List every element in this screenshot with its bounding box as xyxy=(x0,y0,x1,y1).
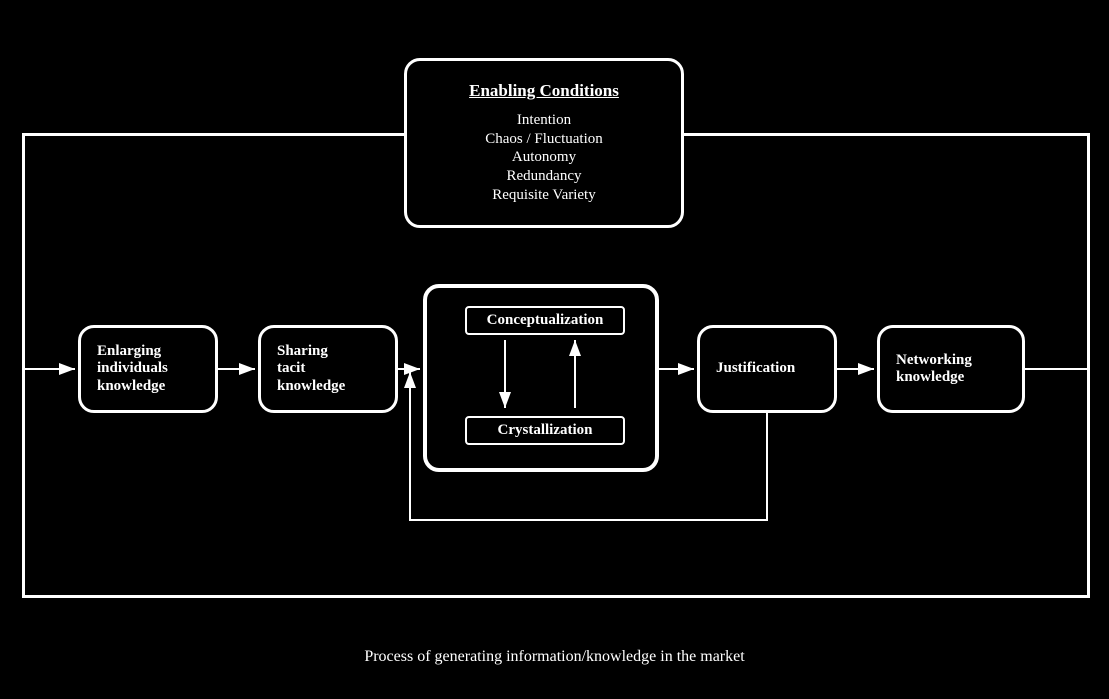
node-line: knowledge xyxy=(97,378,165,395)
node-center-group: Conceptualization Crystallization xyxy=(423,284,659,472)
node-sharing: Sharing tacit knowledge xyxy=(258,325,398,413)
enabling-conditions-box: Enabling Conditions Intention Chaos / Fl… xyxy=(404,58,684,228)
node-justification: Justification xyxy=(697,325,837,413)
diagram-caption: Process of generating information/knowle… xyxy=(0,648,1109,666)
enabling-item: Intention xyxy=(517,111,571,130)
node-crystallization: Crystallization xyxy=(465,416,625,445)
node-line: individuals xyxy=(97,360,168,377)
node-line: Enlarging xyxy=(97,343,161,360)
enabling-item: Redundancy xyxy=(507,167,582,186)
enabling-title: Enabling Conditions xyxy=(469,81,619,101)
node-line: Networking xyxy=(896,352,972,369)
node-enlarging: Enlarging individuals knowledge xyxy=(78,325,218,413)
diagram-canvas: Enabling Conditions Intention Chaos / Fl… xyxy=(0,0,1109,699)
enabling-item: Autonomy xyxy=(512,148,576,167)
node-line: Justification xyxy=(716,360,795,377)
node-line: knowledge xyxy=(896,369,964,386)
node-networking: Networking knowledge xyxy=(877,325,1025,413)
node-line: Sharing xyxy=(277,343,328,360)
node-line: tacit xyxy=(277,360,305,377)
node-conceptualization: Conceptualization xyxy=(465,306,625,335)
node-line: knowledge xyxy=(277,378,345,395)
enabling-item: Requisite Variety xyxy=(492,186,595,205)
enabling-item: Chaos / Fluctuation xyxy=(485,130,603,149)
